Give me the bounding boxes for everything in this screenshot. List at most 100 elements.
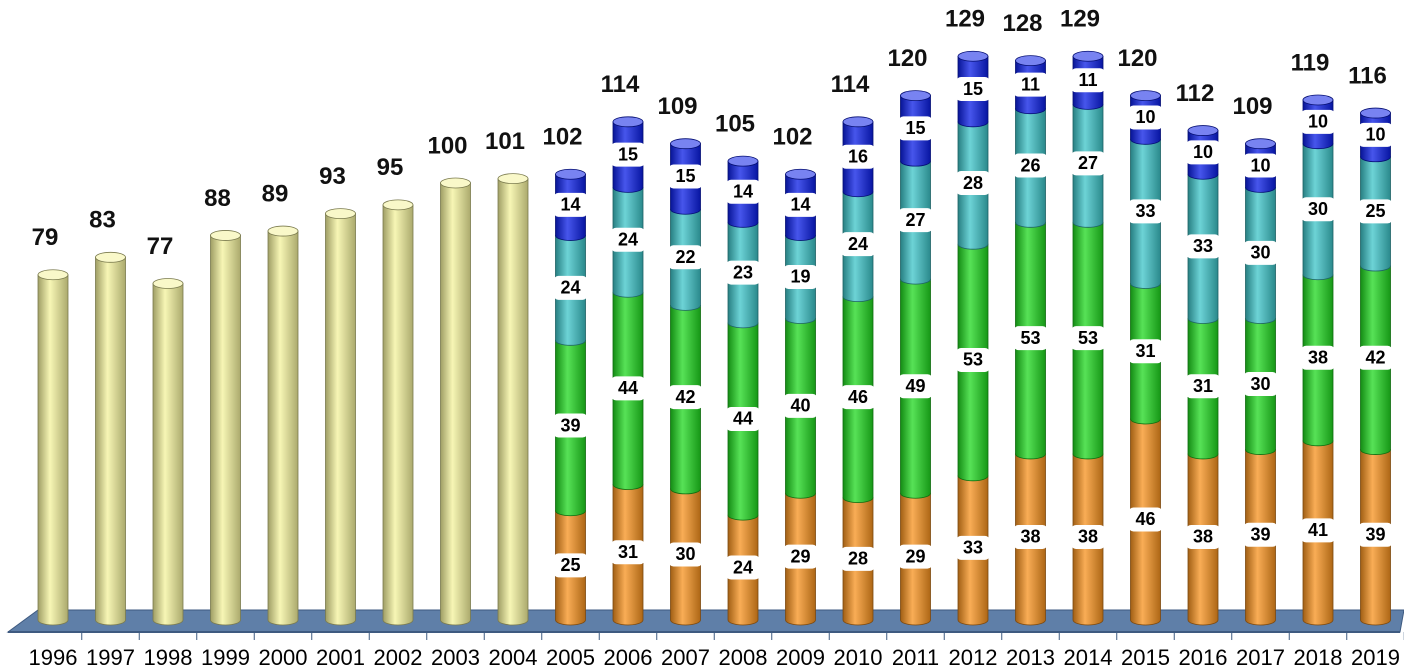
value-label: 14	[790, 195, 810, 215]
value-label-box	[553, 413, 588, 438]
value-label: 30	[1250, 374, 1270, 394]
value-label-box	[1358, 345, 1393, 370]
value-label-box	[1186, 374, 1220, 399]
value-label: 14	[733, 181, 753, 201]
value-label-box	[898, 208, 933, 233]
x-tick-label: 2013	[1006, 645, 1055, 670]
value-label: 10	[1193, 142, 1213, 162]
x-tick-label: 2001	[316, 645, 365, 670]
value-label-box	[1071, 151, 1105, 176]
value-label: 27	[905, 210, 925, 230]
value-label: 29	[905, 546, 925, 566]
bar-cap	[210, 230, 241, 241]
bar-cap	[1360, 107, 1391, 119]
value-label-box	[726, 260, 760, 285]
value-label: 33	[1135, 201, 1155, 221]
value-label: 29	[790, 546, 810, 566]
value-label: 40	[790, 396, 810, 416]
value-label-box	[783, 192, 818, 217]
value-label: 23	[733, 262, 753, 282]
bar-cap	[267, 225, 299, 237]
value-label-box	[1301, 345, 1335, 370]
value-label: 24	[618, 230, 638, 250]
value-label-box	[1013, 153, 1048, 178]
value-label-box	[1186, 140, 1220, 165]
x-tick-label: 2004	[489, 645, 538, 670]
value-label: 24	[560, 278, 580, 298]
x-tick-label: 1998	[144, 645, 193, 670]
value-label-box	[956, 347, 990, 372]
value-label: 39	[560, 415, 580, 435]
bar-segment	[37, 274, 69, 626]
bar-cap	[497, 173, 529, 185]
value-label-box	[1013, 326, 1048, 351]
value-label: 15	[618, 144, 638, 164]
total-label: 95	[377, 154, 404, 181]
x-tick-label: 2014	[1064, 645, 1113, 670]
value-label: 10	[1250, 155, 1270, 175]
bar-cap	[785, 168, 816, 180]
value-label-box	[726, 555, 760, 580]
x-tick-label: 1997	[86, 645, 135, 670]
value-label-box	[668, 385, 703, 410]
bar-cap	[670, 138, 701, 150]
total-label: 129	[945, 6, 985, 33]
bar-segment	[267, 230, 299, 626]
value-label-box	[1071, 524, 1105, 549]
value-label-box	[1243, 240, 1278, 265]
value-label-box	[1358, 122, 1393, 147]
value-label-box	[783, 393, 818, 418]
total-label: 88	[204, 185, 231, 212]
value-label-box	[1071, 326, 1105, 351]
value-label-box	[956, 535, 990, 560]
total-label: 102	[542, 124, 582, 151]
bar-cap	[555, 168, 586, 180]
bar-cap	[152, 278, 184, 289]
value-label: 30	[1250, 243, 1270, 263]
value-label-box	[611, 227, 645, 252]
value-label: 49	[905, 376, 925, 396]
bar-segment	[440, 182, 471, 626]
value-label: 15	[905, 118, 925, 138]
total-label: 120	[1117, 45, 1157, 72]
total-label: 102	[772, 124, 812, 151]
value-label: 28	[848, 549, 868, 569]
bar-cap	[842, 116, 874, 128]
x-tick-label: 2009	[776, 645, 825, 670]
bar-cap	[1130, 90, 1161, 101]
value-label-box	[668, 245, 703, 270]
total-label: 120	[887, 45, 927, 72]
bar-cap	[95, 251, 126, 263]
value-label: 46	[1135, 509, 1155, 529]
value-label-box	[1128, 105, 1163, 130]
bar-cap	[1015, 55, 1046, 67]
value-label: 15	[675, 166, 695, 186]
x-tick-label: 2008	[719, 645, 768, 670]
total-label: 105	[715, 110, 755, 137]
value-label-box	[841, 144, 875, 169]
value-label-box	[553, 275, 588, 300]
total-label: 119	[1291, 49, 1330, 76]
value-label: 22	[675, 247, 695, 267]
value-label: 42	[1365, 348, 1385, 368]
value-label: 53	[1078, 328, 1098, 348]
value-label-box	[553, 192, 588, 217]
value-label: 39	[1365, 525, 1385, 545]
value-label-box	[1128, 507, 1163, 532]
value-label: 26	[1020, 155, 1040, 175]
x-tick-label: 2005	[546, 645, 595, 670]
value-label-box	[726, 406, 760, 431]
value-label-box	[1301, 518, 1335, 543]
value-label-box	[1186, 524, 1220, 549]
value-label-box	[783, 544, 818, 569]
x-tick-label: 2015	[1121, 645, 1170, 670]
value-label-box	[553, 553, 588, 578]
value-label: 53	[963, 350, 983, 370]
value-label: 10	[1135, 107, 1155, 127]
bar-segment	[95, 256, 126, 626]
x-tick-label: 2002	[374, 645, 423, 670]
x-tick-label: 2019	[1351, 645, 1400, 670]
x-tick-label: 2006	[604, 645, 653, 670]
bar-cap	[1072, 50, 1104, 62]
bar-cap	[900, 90, 931, 101]
